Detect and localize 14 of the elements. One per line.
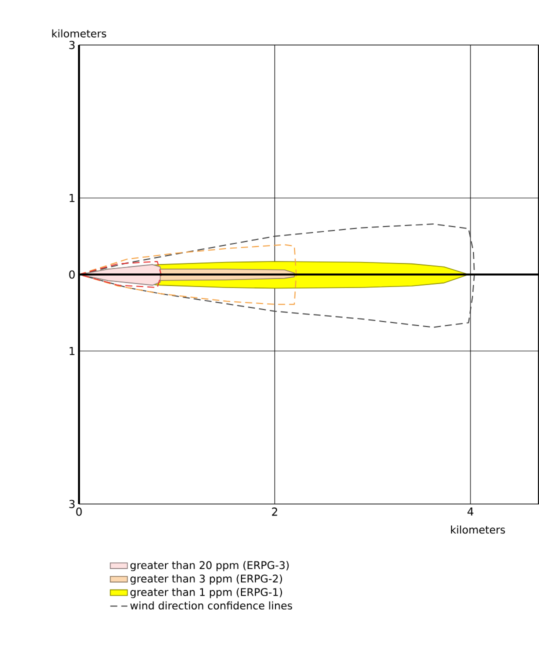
legend-label: wind direction confidence lines <box>130 601 292 610</box>
y-tick-label: 1 <box>70 194 74 202</box>
x-axis-title: kilometers <box>451 526 505 534</box>
y-tick-label: 3 <box>69 40 75 50</box>
legend-label: greater than 1 ppm (ERPG-1) <box>130 588 282 598</box>
legend-label: greater than 20 ppm (ERPG-3) <box>130 560 289 572</box>
x-tick-label: 2 <box>272 508 278 516</box>
y-tick-label: 3 <box>69 500 75 508</box>
y-tick-label: 1 <box>70 346 74 356</box>
y-axis-title: kilometers <box>52 29 106 38</box>
legend-label: greater than 3 ppm (ERPG-2) <box>130 574 282 585</box>
x-tick-label: 0 <box>76 508 82 516</box>
y-tick-label: 0 <box>69 270 75 279</box>
x-tick-label: 4 <box>468 508 474 516</box>
